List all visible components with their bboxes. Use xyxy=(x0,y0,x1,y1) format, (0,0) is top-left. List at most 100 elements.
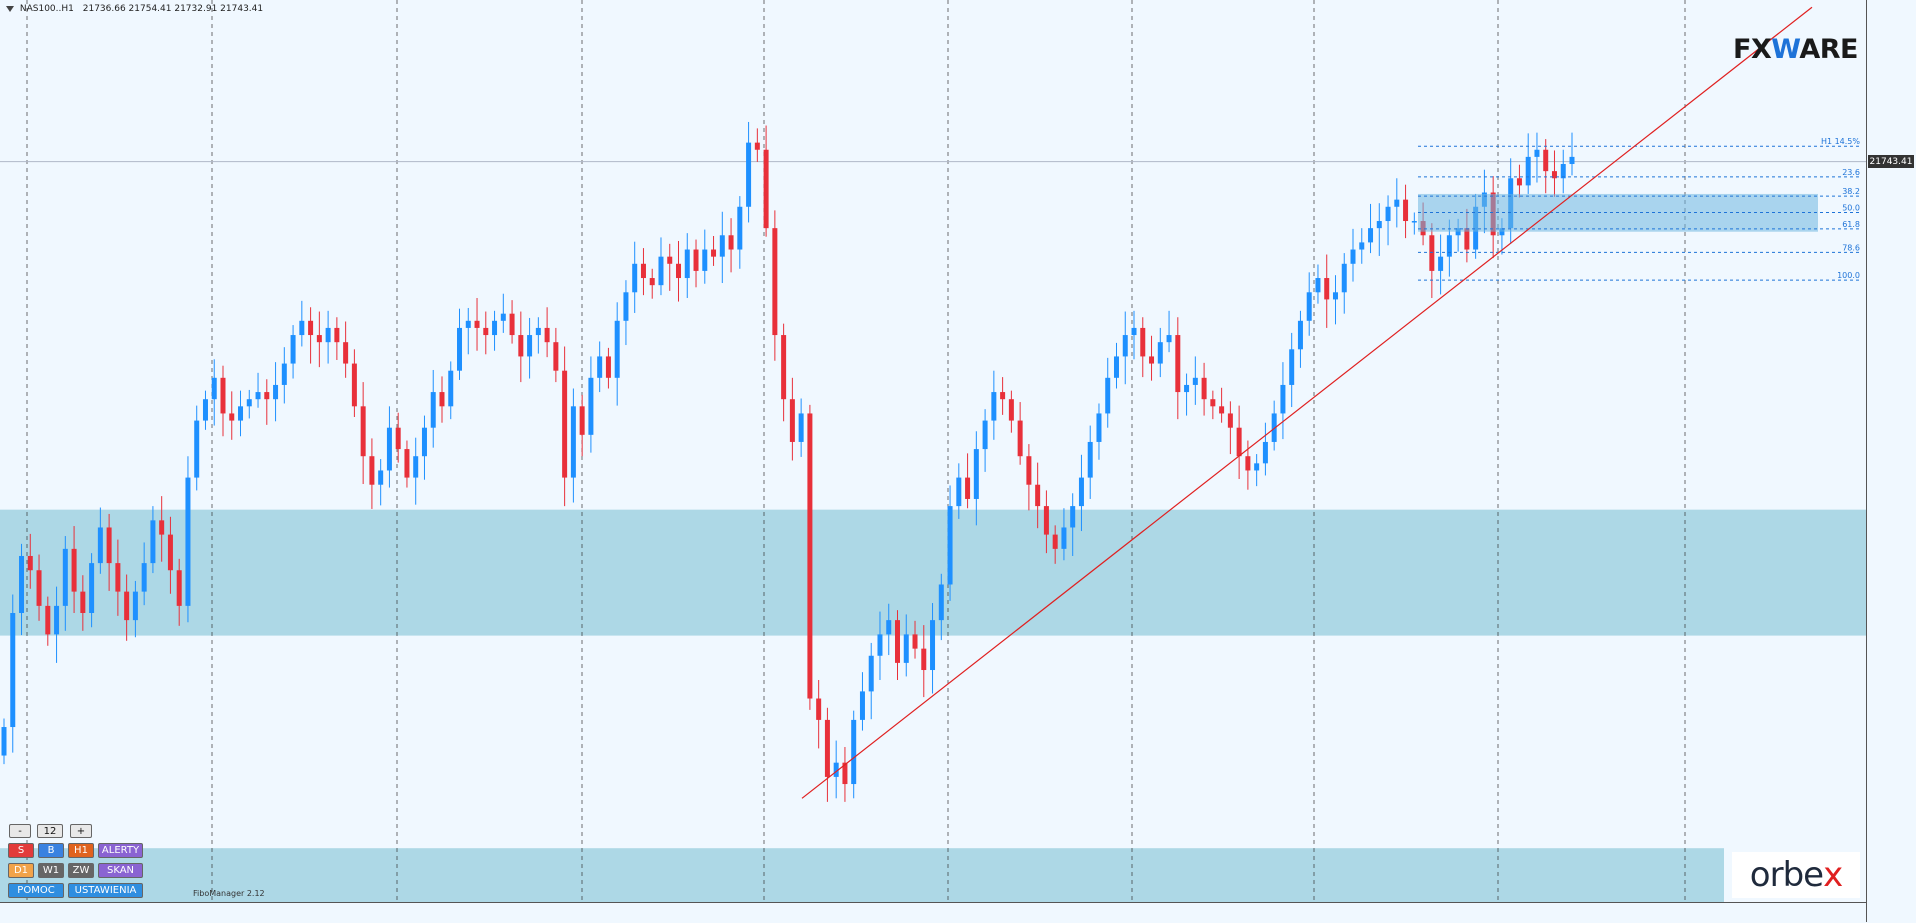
candle-body xyxy=(19,555,25,614)
candle-body xyxy=(124,591,130,621)
candle-body xyxy=(1569,156,1575,165)
candle-body xyxy=(1280,384,1286,414)
sell-button[interactable]: S xyxy=(8,843,34,858)
candle-body xyxy=(220,377,226,414)
candle-body xyxy=(1385,206,1391,222)
candle-body xyxy=(334,327,340,343)
candle-body xyxy=(833,762,839,777)
candle-body xyxy=(781,335,787,400)
candle-body xyxy=(89,563,95,614)
candle-body xyxy=(1262,441,1268,464)
candle-body xyxy=(1350,249,1356,264)
candle-body xyxy=(509,313,515,336)
candle-body xyxy=(325,327,331,343)
candle-body xyxy=(238,406,244,421)
candle-body xyxy=(457,327,463,371)
candle-body xyxy=(1315,278,1321,293)
candle-body xyxy=(886,620,892,635)
candle-body xyxy=(185,477,191,606)
candle-body xyxy=(789,399,795,442)
candle-body xyxy=(106,527,112,564)
orbex-logo: orbe x xyxy=(1732,852,1860,898)
candle-body xyxy=(614,320,620,378)
ustawienia-button[interactable]: USTAWIENIA xyxy=(68,883,143,898)
collapse-triangle-icon[interactable] xyxy=(6,5,14,12)
candle-body xyxy=(1157,342,1163,364)
candle-body xyxy=(351,363,357,407)
candle-body xyxy=(167,534,173,571)
candle-body xyxy=(982,420,988,450)
candle-body xyxy=(535,327,541,336)
candle-body xyxy=(378,470,384,485)
buy-button[interactable]: B xyxy=(38,843,64,858)
candle-body xyxy=(1087,441,1093,478)
candle-body xyxy=(395,427,401,450)
price-axis xyxy=(1866,0,1916,922)
current-price-tag: 21743.41 xyxy=(1868,155,1914,168)
decrease-button[interactable]: - xyxy=(9,824,31,838)
candle-body xyxy=(369,456,375,485)
zw-button[interactable]: ZW xyxy=(68,863,94,878)
fibo-level-label: 78.6 xyxy=(1842,243,1860,252)
candle-body xyxy=(1122,335,1128,357)
candle-body xyxy=(343,342,349,364)
candle-body xyxy=(746,142,752,207)
candle-body xyxy=(1438,256,1444,271)
candle-body xyxy=(1403,199,1409,222)
candle-body xyxy=(754,142,760,150)
candle-body xyxy=(728,235,734,250)
candle-body xyxy=(1140,327,1146,357)
candle-body xyxy=(1359,242,1365,250)
candle-body xyxy=(807,413,813,699)
candle-body xyxy=(798,413,804,442)
candle-body xyxy=(150,520,156,564)
candle-body xyxy=(1332,292,1338,300)
candle-body xyxy=(1000,392,1006,400)
w1-button[interactable]: W1 xyxy=(38,863,64,878)
candle-body xyxy=(1516,178,1522,186)
candle-body xyxy=(80,591,86,614)
h1-button[interactable]: H1 xyxy=(68,843,94,858)
candle-body xyxy=(1429,235,1435,271)
increase-button[interactable]: + xyxy=(70,824,92,838)
candle-body xyxy=(299,320,305,336)
candle-body xyxy=(430,392,436,428)
support-zone xyxy=(0,848,1724,906)
candle-body xyxy=(1341,263,1347,293)
candle-body xyxy=(273,384,279,400)
candle-body xyxy=(1035,484,1041,507)
candle-body xyxy=(1446,235,1452,257)
candle-body xyxy=(404,449,410,478)
candle-body xyxy=(553,342,559,371)
candle-body xyxy=(956,477,962,507)
pomoc-button[interactable]: POMOC xyxy=(8,883,64,898)
candle-body xyxy=(1201,377,1207,400)
candle-body xyxy=(640,263,646,279)
candle-body xyxy=(45,605,51,635)
fibo-level-label: H1 14.5% xyxy=(1821,137,1860,146)
d1-button[interactable]: D1 xyxy=(8,863,34,878)
candle-body xyxy=(1464,228,1470,250)
trendline xyxy=(801,6,1813,799)
candle-body xyxy=(544,327,550,343)
count-field[interactable]: 12 xyxy=(37,824,63,838)
candle-body xyxy=(439,392,445,407)
candle-body xyxy=(772,228,778,336)
candle-body xyxy=(360,406,366,457)
alerty-button[interactable]: ALERTY xyxy=(98,843,143,858)
candle-body xyxy=(632,263,638,293)
skan-button[interactable]: SKAN xyxy=(98,863,143,878)
fxware-logo: FXWARE xyxy=(1733,34,1858,65)
candle-body xyxy=(693,249,699,271)
candle-body xyxy=(448,370,454,407)
candle-body xyxy=(246,399,252,407)
candle-body xyxy=(27,555,33,571)
candle-body xyxy=(763,149,769,229)
candle-body xyxy=(684,249,690,279)
candle-body xyxy=(658,256,664,286)
candle-body xyxy=(1306,292,1312,321)
candle-body xyxy=(1052,534,1058,549)
candle-body xyxy=(1184,384,1190,393)
